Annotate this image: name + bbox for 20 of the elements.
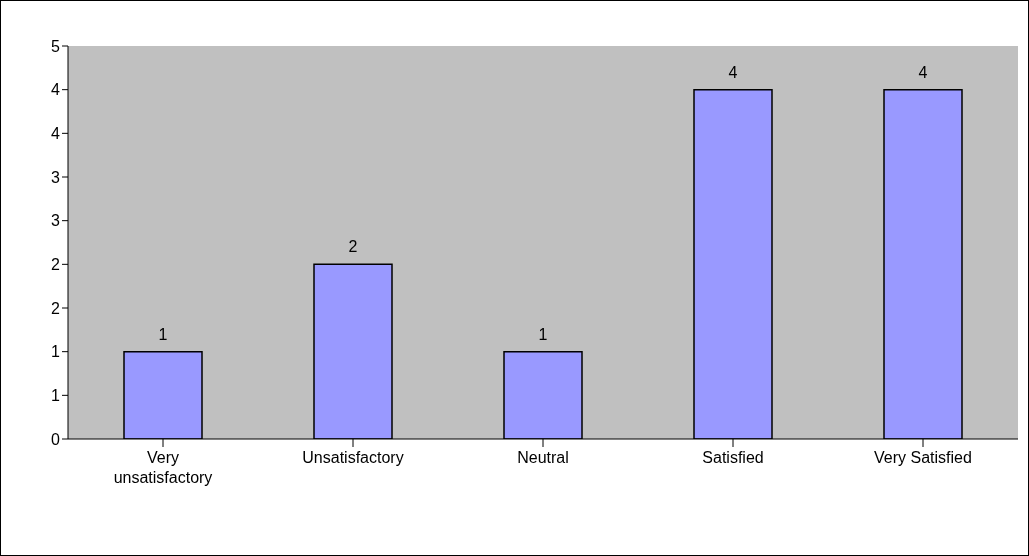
y-tick-label: 5: [51, 37, 61, 55]
y-tick-label: 2: [51, 256, 61, 274]
x-tick-label: Very Satisfied: [874, 449, 972, 466]
y-tick-label: 4: [51, 125, 61, 143]
y-tick-label: 3: [51, 212, 61, 230]
y-tick-label: 2: [51, 299, 61, 317]
x-tick-label: Very unsatisfactory: [113, 449, 213, 486]
data-label: 1: [538, 325, 548, 343]
data-label: 4: [728, 63, 738, 81]
x-tick-label: Satisfied: [702, 449, 764, 466]
data-label: 1: [158, 325, 168, 343]
data-label: 2: [348, 238, 358, 256]
y-tick-label: 3: [51, 168, 61, 186]
y-tick-label: 4: [51, 81, 61, 99]
data-label: 4: [918, 63, 928, 81]
y-tick-label: 1: [51, 387, 61, 405]
y-tick-label: 0: [51, 430, 61, 448]
y-tick-label: 1: [51, 343, 61, 361]
x-tick-label: Neutral: [517, 449, 569, 466]
x-tick-label: Unsatisfactory: [302, 449, 404, 466]
